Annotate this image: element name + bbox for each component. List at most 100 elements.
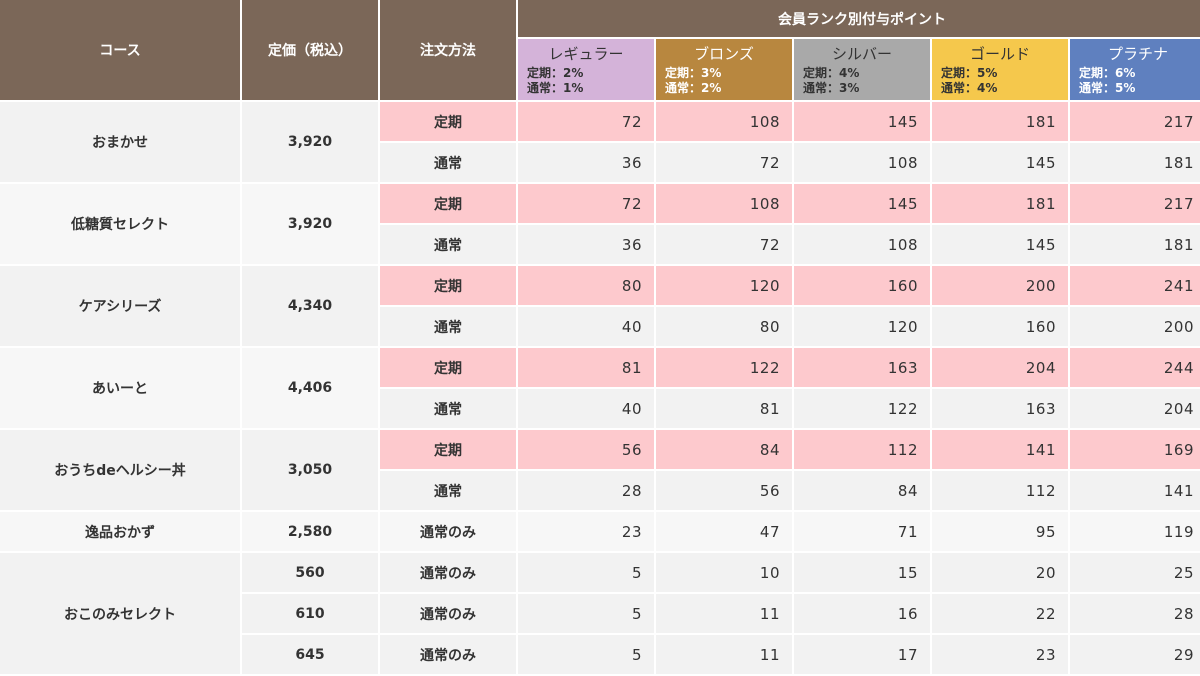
points-tsujo: 72	[656, 143, 792, 182]
points-tsujo: 28	[1070, 594, 1200, 633]
rank-header-platinum: プラチナ 定期：6% 通常：5%	[1070, 39, 1200, 100]
points-teiki: 56	[518, 430, 654, 469]
points-teiki: 112	[794, 430, 930, 469]
points-tsujo: 120	[794, 307, 930, 346]
table-row: 逸品おかず 2,580 通常のみ 23 47 71 95 119	[0, 512, 1200, 551]
points-tsujo: 47	[656, 512, 792, 551]
course-name: ケアシリーズ	[0, 266, 240, 346]
rank-name: レギュラー	[548, 45, 624, 63]
order-method-teiki: 定期	[380, 430, 516, 469]
rank-header-silver: シルバー 定期：4% 通常：3%	[794, 39, 930, 100]
course-price: 3,920	[242, 184, 378, 264]
course-price: 4,340	[242, 266, 378, 346]
points-tsujo: 56	[656, 471, 792, 510]
points-tsujo: 11	[656, 635, 792, 674]
points-teiki: 80	[518, 266, 654, 305]
points-tsujo: 40	[518, 389, 654, 428]
points-teiki: 160	[794, 266, 930, 305]
points-tsujo: 72	[656, 225, 792, 264]
course-price: 3,920	[242, 102, 378, 182]
order-method-teiki: 定期	[380, 184, 516, 223]
rank-rate-teiki: 定期：6%	[1079, 66, 1136, 80]
order-method-teiki: 定期	[380, 102, 516, 141]
course-price: 610	[242, 594, 378, 633]
points-tsujo: 108	[794, 143, 930, 182]
header-method: 注文方法	[380, 0, 516, 100]
points-tsujo: 29	[1070, 635, 1200, 674]
rank-header-regular: レギュラー 定期：2% 通常：1%	[518, 39, 654, 100]
table-row: 通常 36 72 108 145 181	[0, 225, 1200, 264]
points-teiki: 145	[794, 102, 930, 141]
points-teiki: 108	[656, 102, 792, 141]
course-name: おうちdeヘルシー丼	[0, 430, 240, 510]
course-price: 4,406	[242, 348, 378, 428]
header-price: 定価（税込）	[242, 0, 378, 100]
points-teiki: 122	[656, 348, 792, 387]
points-teiki: 241	[1070, 266, 1200, 305]
table-row: 通常 36 72 108 145 181	[0, 143, 1200, 182]
rank-name: ゴールド	[969, 45, 1030, 63]
points-teiki: 181	[932, 184, 1068, 223]
table-row: ケアシリーズ 4,340 定期 80 120 160 200 241	[0, 266, 1200, 346]
points-tsujo: 80	[656, 307, 792, 346]
points-teiki: 244	[1070, 348, 1200, 387]
rank-header-gold: ゴールド 定期：5% 通常：4%	[932, 39, 1068, 100]
course-price: 2,580	[242, 512, 378, 551]
course-name: おこのみセレクト	[0, 553, 240, 674]
points-teiki: 141	[932, 430, 1068, 469]
order-method-teiki: 定期	[380, 348, 516, 387]
table-row: 通常 40 80 120 160 200	[0, 307, 1200, 346]
order-method-only: 通常のみ	[380, 512, 516, 551]
points-teiki: 217	[1070, 102, 1200, 141]
points-tsujo: 28	[518, 471, 654, 510]
course-price: 645	[242, 635, 378, 674]
order-method-only: 通常のみ	[380, 594, 516, 633]
points-tsujo: 11	[656, 594, 792, 633]
points-teiki: 163	[794, 348, 930, 387]
points-teiki: 84	[656, 430, 792, 469]
rank-header-bronze: ブロンズ 定期：3% 通常：2%	[656, 39, 792, 100]
rank-rate-teiki: 定期：3%	[665, 66, 722, 80]
points-tsujo: 10	[656, 553, 792, 592]
points-tsujo: 20	[932, 553, 1068, 592]
points-teiki: 72	[518, 184, 654, 223]
rank-rate-tsujo: 通常：5%	[1079, 81, 1136, 95]
points-tsujo: 204	[1070, 389, 1200, 428]
points-teiki: 204	[932, 348, 1068, 387]
order-method-tsujo: 通常	[380, 225, 516, 264]
points-tsujo: 17	[794, 635, 930, 674]
points-tsujo: 40	[518, 307, 654, 346]
rank-rate-teiki: 定期：2%	[527, 66, 584, 80]
points-tsujo: 23	[932, 635, 1068, 674]
points-tsujo: 23	[518, 512, 654, 551]
table-row: おこのみセレクト 560 通常のみ 5 10 15 20 25	[0, 553, 1200, 674]
points-tsujo: 16	[794, 594, 930, 633]
course-name: 逸品おかず	[0, 512, 240, 551]
order-method-tsujo: 通常	[380, 307, 516, 346]
course-name: おまかせ	[0, 102, 240, 182]
table-row: おうちdeヘルシー丼 3,050 定期 56 84 112 141 169	[0, 430, 1200, 510]
points-tsujo: 5	[518, 635, 654, 674]
points-tsujo: 145	[932, 225, 1068, 264]
table-row: 645 通常のみ 5 11 17 23 29	[0, 635, 1200, 674]
table-row: あいーと 4,406 定期 81 122 163 204 244	[0, 348, 1200, 428]
order-method-teiki: 定期	[380, 266, 516, 305]
points-tsujo: 15	[794, 553, 930, 592]
points-tsujo: 36	[518, 143, 654, 182]
rank-rate-tsujo: 通常：2%	[665, 81, 722, 95]
points-tsujo: 181	[1070, 225, 1200, 264]
points-tsujo: 22	[932, 594, 1068, 633]
points-tsujo: 95	[932, 512, 1068, 551]
rank-rate-tsujo: 通常：1%	[527, 81, 584, 95]
table-row: 610 通常のみ 5 11 16 22 28	[0, 594, 1200, 633]
header-course: コース	[0, 0, 240, 100]
points-teiki: 200	[932, 266, 1068, 305]
points-tsujo: 25	[1070, 553, 1200, 592]
points-tsujo: 5	[518, 553, 654, 592]
points-teiki: 217	[1070, 184, 1200, 223]
table-row: 低糖質セレクト 3,920 定期 72 108 145 181 217	[0, 184, 1200, 264]
header-rank-group: 会員ランク別付与ポイント	[518, 0, 1200, 37]
points-tsujo: 81	[656, 389, 792, 428]
points-tsujo: 108	[794, 225, 930, 264]
